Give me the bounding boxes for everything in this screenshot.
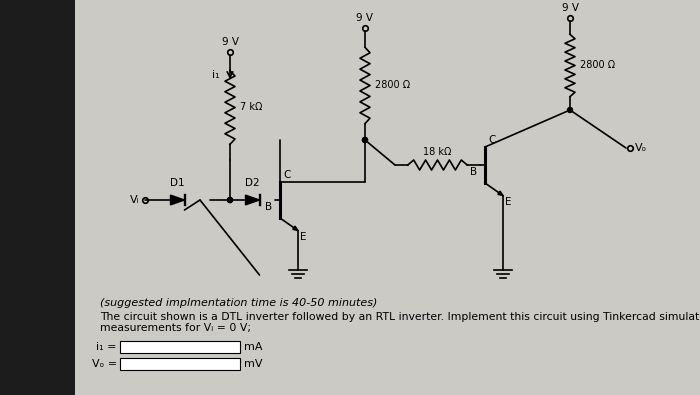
Text: D1: D1: [170, 178, 185, 188]
Text: mV: mV: [244, 359, 262, 369]
Text: measurements for Vᵢ = 0 V;: measurements for Vᵢ = 0 V;: [100, 323, 251, 333]
Circle shape: [228, 198, 232, 203]
Text: Vₒ: Vₒ: [635, 143, 648, 153]
Bar: [120, 341, 240, 353]
Text: C: C: [283, 170, 290, 180]
Text: The circuit shown is a DTL inverter followed by an RTL inverter. Implement this : The circuit shown is a DTL inverter foll…: [100, 312, 700, 322]
Circle shape: [568, 107, 573, 113]
Bar: [0, 0, 75, 395]
Text: B: B: [265, 202, 272, 212]
Text: D2: D2: [245, 178, 260, 188]
Text: 9 V: 9 V: [356, 13, 374, 23]
Text: i₁ =: i₁ =: [97, 342, 117, 352]
Text: 9 V: 9 V: [561, 3, 578, 13]
Text: Vᵢ: Vᵢ: [130, 195, 140, 205]
Text: 2800 Ω: 2800 Ω: [375, 81, 410, 90]
Text: C: C: [488, 135, 496, 145]
Text: (suggested implmentation time is 40-50 minutes): (suggested implmentation time is 40-50 m…: [100, 298, 377, 308]
Polygon shape: [246, 195, 260, 205]
Polygon shape: [498, 191, 503, 196]
Text: i₁: i₁: [212, 70, 220, 79]
Text: 2800 Ω: 2800 Ω: [580, 60, 615, 70]
Circle shape: [363, 137, 368, 143]
Text: mA: mA: [244, 342, 262, 352]
Text: Vₒ =: Vₒ =: [92, 359, 117, 369]
Text: E: E: [505, 197, 512, 207]
Text: B: B: [470, 167, 477, 177]
Circle shape: [363, 137, 368, 143]
Text: E: E: [300, 231, 307, 242]
Polygon shape: [171, 195, 185, 205]
Text: 9 V: 9 V: [221, 37, 239, 47]
Bar: [120, 358, 240, 370]
Circle shape: [228, 198, 232, 203]
Polygon shape: [293, 226, 298, 231]
Text: 18 kΩ: 18 kΩ: [424, 147, 452, 157]
Text: 7 kΩ: 7 kΩ: [240, 102, 262, 113]
